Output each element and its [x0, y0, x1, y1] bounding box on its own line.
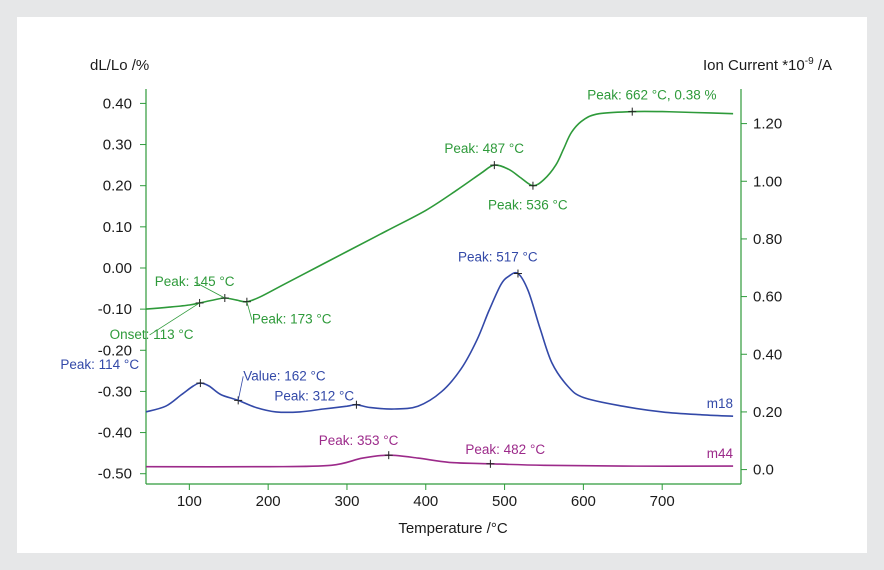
annotation-label: Peak: 114 °C: [60, 357, 139, 372]
annotation-leader: [194, 281, 225, 299]
x-tick-label: 700: [650, 493, 675, 510]
y-right-tick-label: 0.20: [753, 404, 782, 421]
y-left-tick-label: 0.10: [103, 219, 132, 236]
x-tick-label: 500: [492, 493, 517, 510]
x-tick-label: 200: [256, 493, 281, 510]
y-right-tick-label: 0.80: [753, 231, 782, 248]
annotation-label: Peak: 487 °C: [444, 141, 524, 156]
series-label-m18: m18: [707, 396, 733, 411]
annotation-leader: [246, 301, 253, 320]
y-right-tick-label: 1.20: [753, 116, 782, 133]
annotation-layer: Peak: 662 °C, 0.38 % Peak: 487 °C Peak: 53…: [60, 88, 716, 468]
annotation-label: Peak: 353 °C: [319, 433, 399, 448]
annotation-label: Peak: 517 °C: [458, 250, 538, 265]
y-right-tick-label: 1.00: [753, 173, 782, 190]
y-left-tick-label: -0.50: [98, 466, 132, 483]
y-left-tick-label: 0.30: [103, 137, 132, 154]
y-right-axis-title: Ion Current *10-9 /A: [703, 56, 832, 74]
y-left-axis-title: dL/Lo /%: [90, 57, 149, 74]
y-right-tick-label: 0.40: [753, 346, 782, 363]
y-left-tick-label: 0.40: [103, 95, 132, 112]
series-layer: m18 m44: [145, 110, 734, 468]
annotation-label: Peak: 536 °C: [488, 198, 568, 213]
annotation-label: Peak: 662 °C, 0.38 %: [587, 88, 716, 103]
series-label-m44: m44: [707, 446, 734, 461]
series-m44-line: [145, 454, 734, 468]
annotation-label: Peak: 173 °C: [252, 312, 332, 327]
x-tick-label: 400: [413, 493, 438, 510]
series-m18-line: [145, 271, 734, 417]
x-axis-title: Temperature /°C: [398, 520, 508, 537]
annotation-label: Peak: 145 °C: [155, 274, 235, 289]
annotation-label: Peak: 312 °C: [274, 389, 354, 404]
y-left-tick-label: -0.30: [98, 383, 132, 400]
annotation-leader: [237, 376, 244, 401]
x-tick-label: 300: [334, 493, 359, 510]
chart-svg: dL/Lo /% Ion Current *10-9 /A Temperatur…: [60, 56, 832, 537]
y-left-tick-label: -0.40: [98, 425, 132, 442]
x-tick-label: 600: [571, 493, 596, 510]
y-left-tick-label: -0.20: [98, 342, 132, 359]
annotation-leader: [149, 302, 200, 336]
y-left-tick-label: 0.00: [103, 260, 132, 277]
annotation-label: Peak: 482 °C: [465, 442, 545, 457]
chart-frame: dL/Lo /% Ion Current *10-9 /A Temperatur…: [17, 17, 867, 553]
y-right-tick-label: 0.0: [753, 462, 774, 479]
axes: 100 200 300 400 500 600 700 0.40 0.30 0.20 0.10 0.0…: [98, 89, 782, 510]
annotation-label: Value: 162 °C: [243, 368, 326, 383]
y-right-tick-label: 0.60: [753, 289, 782, 306]
y-left-tick-label: -0.10: [98, 301, 132, 318]
annotation-label: Onset: 113 °C: [110, 327, 194, 342]
x-tick-label: 100: [177, 493, 202, 510]
y-left-tick-label: 0.20: [103, 178, 132, 195]
